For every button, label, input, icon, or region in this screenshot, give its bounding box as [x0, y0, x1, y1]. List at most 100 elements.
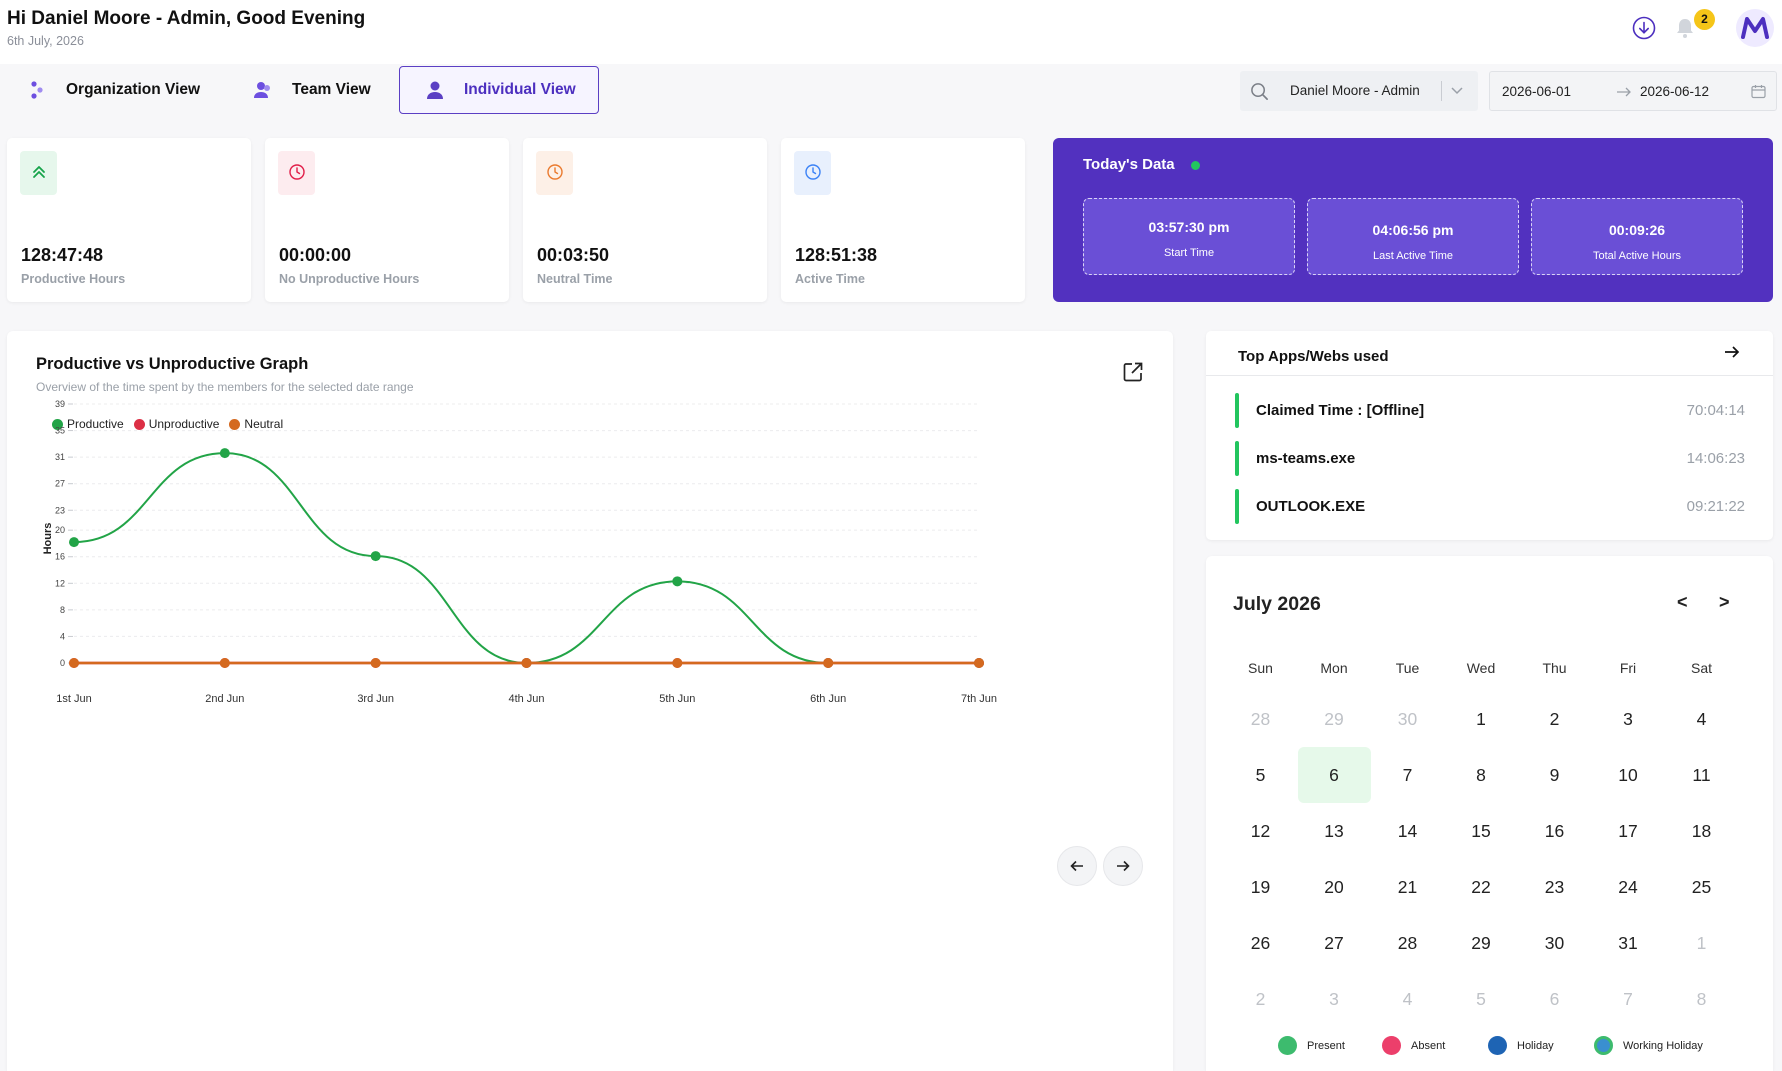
- calendar-day[interactable]: 14: [1397, 821, 1418, 841]
- app-name: OUTLOOK.EXE: [1256, 498, 1366, 515]
- calendar-day[interactable]: 12: [1250, 821, 1271, 841]
- calendar-day[interactable]: 21: [1397, 877, 1418, 897]
- calendar-icon[interactable]: [1751, 84, 1766, 99]
- x-tick-label: 3rd Jun: [357, 693, 394, 705]
- calendar-panel: July 2026 < > Sun Mon Tue Wed Thu Fri Sat 28 29 3…: [1206, 556, 1773, 1071]
- calendar-day[interactable]: 23: [1544, 877, 1565, 897]
- tab-individual-view[interactable]: Individual View: [399, 66, 599, 114]
- chevron-down-icon[interactable]: [1451, 86, 1463, 96]
- clock-icon: [805, 164, 821, 180]
- app-row[interactable]: OUTLOOK.EXE 09:21:22: [1235, 489, 1745, 524]
- calendar-day[interactable]: 17: [1618, 821, 1638, 841]
- calendar-next-button[interactable]: >: [1719, 592, 1730, 612]
- calendar-day[interactable]: 8: [1696, 989, 1707, 1009]
- calendar-day[interactable]: 5: [1255, 765, 1266, 785]
- calendar-legend-item: Present: [1278, 1036, 1345, 1055]
- legend-item-neutral[interactable]: Neutral: [229, 417, 283, 431]
- calendar-day[interactable]: 3: [1623, 709, 1633, 729]
- calendar-day[interactable]: 9: [1549, 765, 1560, 785]
- start-time-label: Start Time: [1163, 247, 1215, 259]
- calendar-day[interactable]: 28: [1250, 709, 1271, 729]
- app-name: Claimed Time : [Offline]: [1256, 402, 1425, 419]
- calendar-prev-button[interactable]: <: [1677, 592, 1688, 612]
- current-date: 6th July, 2026: [7, 34, 84, 48]
- calendar-day[interactable]: 22: [1471, 877, 1491, 897]
- calendar-day[interactable]: 6: [1549, 989, 1560, 1009]
- calendar-day[interactable]: 25: [1691, 877, 1712, 897]
- calendar-day[interactable]: 15: [1471, 821, 1491, 841]
- calendar-day[interactable]: 4: [1402, 989, 1413, 1009]
- total-active-hours-box: 00:09:26 Total Active Hours: [1531, 198, 1743, 275]
- data-point-neutral: [69, 658, 79, 668]
- arrow-right-icon: [1617, 87, 1631, 97]
- notification-badge[interactable]: 2: [1694, 9, 1715, 30]
- calendar-day[interactable]: 3: [1329, 989, 1339, 1009]
- calendar-day[interactable]: 7: [1623, 989, 1633, 1009]
- user-select[interactable]: Daniel Moore - Admin: [1240, 71, 1478, 111]
- x-tick-label: 2nd Jun: [205, 693, 244, 705]
- y-tick-label: 0: [60, 658, 65, 668]
- y-axis-label: Hours: [42, 523, 54, 555]
- calendar-day[interactable]: 2: [1549, 709, 1560, 729]
- x-tick-label: 5th Jun: [659, 693, 695, 705]
- calendar-day[interactable]: 16: [1544, 821, 1565, 841]
- calendar-day[interactable]: 8: [1476, 765, 1486, 785]
- tab-label: Team View: [292, 81, 371, 98]
- calendar-day[interactable]: 2: [1255, 989, 1266, 1009]
- weekday-header: Sat: [1690, 660, 1712, 676]
- y-tick-label: 4: [60, 631, 65, 641]
- stat-card-productive: 128:47:48 Productive Hours: [7, 138, 251, 302]
- calendar-day[interactable]: 1: [1696, 933, 1707, 953]
- app-time: 09:21:22: [1686, 498, 1745, 515]
- date-range-picker[interactable]: 2026-06-01 2026-06-12: [1489, 71, 1777, 111]
- legend-swatch: [52, 418, 63, 430]
- calendar-day[interactable]: 11: [1692, 765, 1711, 785]
- weekday-header: Tue: [1395, 660, 1420, 676]
- calendar-day[interactable]: 7: [1402, 765, 1413, 785]
- calendar-day[interactable]: 30: [1397, 709, 1418, 729]
- bell-icon[interactable]: [1674, 16, 1696, 40]
- external-link-icon[interactable]: [1122, 361, 1144, 383]
- weekday-header: Mon: [1320, 660, 1348, 676]
- last-active-time-box: 04:06:56 pm Last Active Time: [1307, 198, 1519, 275]
- calendar-day-today[interactable]: 6: [1297, 747, 1371, 803]
- arrow-right-icon[interactable]: [1724, 345, 1740, 359]
- calendar-day[interactable]: 28: [1397, 933, 1418, 953]
- tab-organization-view[interactable]: Organization View: [26, 66, 200, 114]
- y-tick-label: 23: [55, 505, 65, 515]
- calendar-day[interactable]: 29: [1324, 709, 1344, 729]
- todays-data-panel: Today's Data 03:57:30 pm Start Time 04:0…: [1053, 138, 1773, 302]
- brand-logo[interactable]: [1736, 9, 1774, 47]
- stat-value: 128:51:38: [795, 245, 878, 265]
- legend-item-unproductive[interactable]: Unproductive: [133, 417, 219, 431]
- calendar-day[interactable]: 5: [1476, 989, 1486, 1009]
- app-row[interactable]: ms-teams.exe 14:06:23: [1235, 441, 1745, 476]
- calendar-day[interactable]: 26: [1250, 933, 1271, 953]
- team-icon: [254, 82, 270, 98]
- calendar-day[interactable]: 20: [1324, 877, 1344, 897]
- stat-value: 00:03:50: [537, 245, 610, 265]
- data-point-neutral: [823, 658, 834, 668]
- date-from[interactable]: 2026-06-01: [1502, 84, 1572, 99]
- download-icon[interactable]: [1632, 16, 1656, 40]
- calendar-day[interactable]: 13: [1324, 821, 1344, 841]
- calendar-day[interactable]: 29: [1471, 933, 1491, 953]
- calendar-day[interactable]: 10: [1618, 765, 1638, 785]
- next-page-button[interactable]: [1103, 846, 1143, 886]
- tab-team-view[interactable]: Team View: [252, 66, 371, 114]
- chart-legend: Productive Unproductive Neutral: [52, 417, 283, 431]
- calendar-day[interactable]: 19: [1250, 877, 1271, 897]
- calendar-day[interactable]: 24: [1618, 877, 1638, 897]
- prev-page-button[interactable]: [1057, 846, 1097, 886]
- calendar-day[interactable]: 30: [1544, 933, 1565, 953]
- calendar-day[interactable]: 27: [1324, 933, 1344, 953]
- legend-item-productive[interactable]: Productive: [52, 417, 124, 431]
- calendar-day[interactable]: 31: [1618, 933, 1638, 953]
- calendar-day[interactable]: 1: [1476, 709, 1486, 729]
- calendar-day[interactable]: 18: [1691, 821, 1712, 841]
- app-row[interactable]: Claimed Time : [Offline] 70:04:14: [1235, 393, 1745, 428]
- calendar-day[interactable]: 4: [1696, 709, 1707, 729]
- app-usage-bar: [1235, 441, 1239, 476]
- y-tick-label: 39: [55, 399, 65, 409]
- date-to[interactable]: 2026-06-12: [1640, 84, 1710, 99]
